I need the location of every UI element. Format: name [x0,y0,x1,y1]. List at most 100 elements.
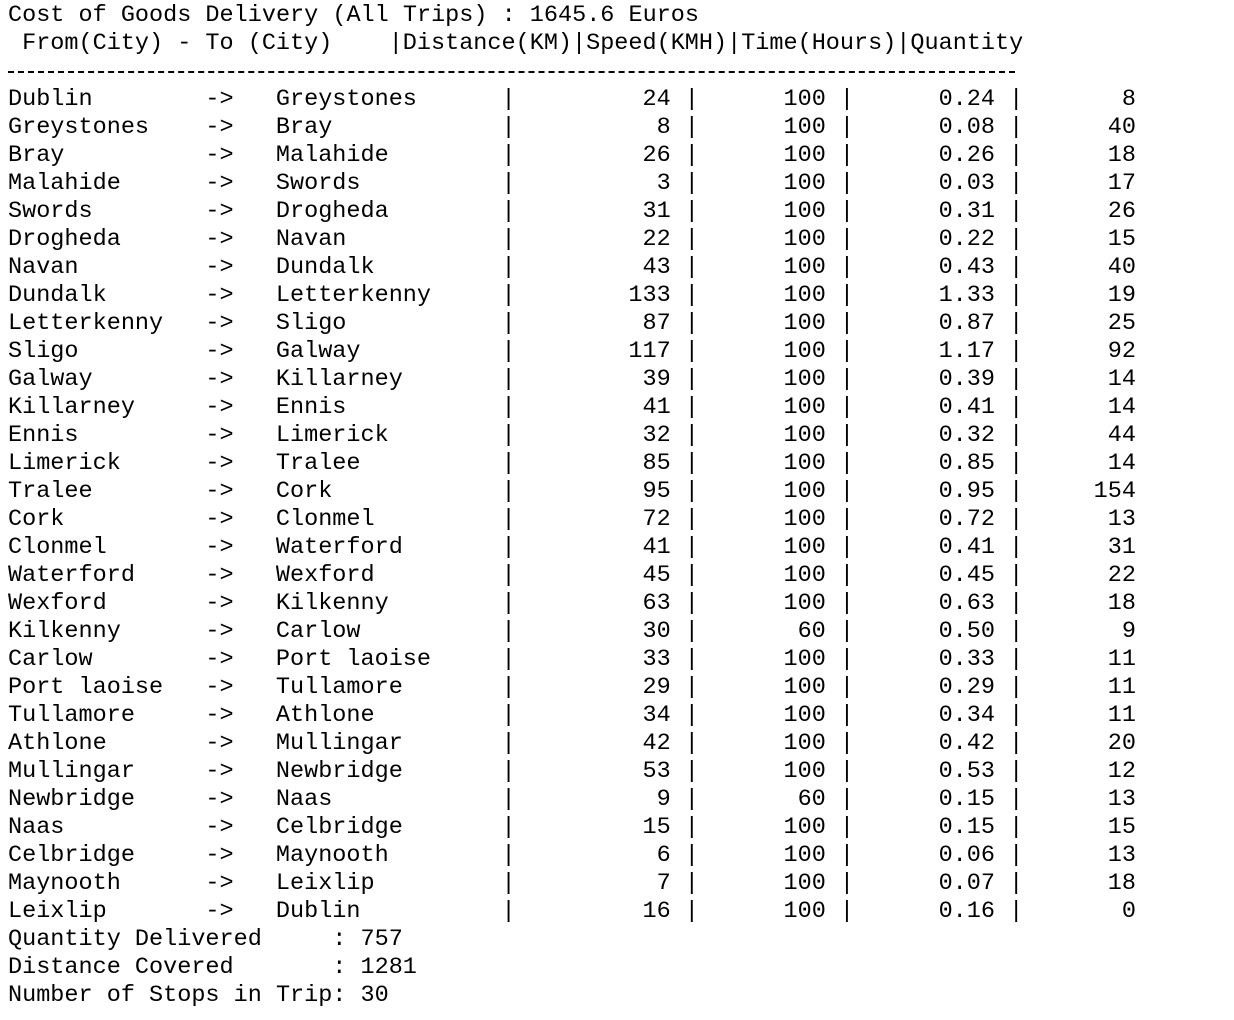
from-city: Dundalk [8,282,107,309]
divider: | [1009,310,1024,337]
separator [8,71,1015,73]
quantity: 15 [1107,814,1136,841]
from-city: Port laoise [8,674,164,701]
speed: 100 [783,254,826,281]
divider: | [684,646,699,673]
to-city: Dundalk [275,254,375,281]
to-city: Killarney [275,366,403,393]
divider: | [501,86,516,113]
time: 0.34 [938,702,995,729]
distance: 3 [656,170,671,197]
speed: 100 [783,702,826,729]
divider: | [839,198,854,225]
divider: | [684,142,699,169]
quantity: 15 [1107,226,1136,253]
quantity: 40 [1107,114,1136,141]
divider: | [501,114,516,141]
from-city: Waterford [8,562,135,589]
divider: | [1009,758,1024,785]
quantity: 18 [1107,142,1136,169]
speed: 100 [783,562,826,589]
divider: | [501,842,516,869]
distance: 85 [642,450,671,477]
from-city: Naas [8,814,65,841]
distance: 16 [642,898,671,925]
from-city: Clonmel [8,534,107,561]
arrow: -> [205,674,234,701]
divider: | [684,842,699,869]
quantity: 14 [1107,366,1136,393]
summary-label: Number of Stops in Trip [8,982,333,1009]
time: 0.08 [938,114,995,141]
title: Cost of Goods Delivery (All Trips) : 164… [8,2,700,29]
divider: | [501,534,516,561]
divider: | [1009,786,1024,813]
quantity: 31 [1107,534,1136,561]
time: 0.95 [938,478,995,505]
to-city: Greystones [275,86,417,113]
divider: | [839,310,854,337]
divider: | [839,86,854,113]
to-city: Limerick [275,422,389,449]
arrow: -> [205,450,234,477]
divider: | [684,422,699,449]
from-city: Swords [8,198,93,225]
column-header: Time(Hours) [741,30,897,57]
quantity: 92 [1107,338,1136,365]
from-city: Mullingar [8,758,135,785]
arrow: -> [205,478,234,505]
distance: 45 [642,562,671,589]
divider: | [1009,674,1024,701]
divider: | [1009,366,1024,393]
from-city: Navan [8,254,79,281]
from-city: Tullamore [8,702,135,729]
arrow: -> [205,394,234,421]
distance: 31 [642,198,671,225]
divider: | [501,898,516,925]
time: 0.53 [938,758,995,785]
divider: | [839,618,854,645]
column-header: Quantity [910,30,1024,57]
divider: | [501,870,516,897]
arrow: -> [205,730,234,757]
time: 0.85 [938,450,995,477]
divider: | [1009,394,1024,421]
from-city: Kilkenny [8,618,121,645]
quantity: 17 [1107,170,1136,197]
quantity: 44 [1107,422,1136,449]
divider: | [1009,282,1024,309]
time: 0.15 [938,814,995,841]
arrow: -> [205,590,234,617]
divider: | [839,366,854,393]
arrow: -> [205,310,234,337]
divider: | [839,842,854,869]
divider: | [501,758,516,785]
speed: 100 [783,646,826,673]
divider: | [839,254,854,281]
divider: | [684,786,699,813]
distance: 26 [642,142,671,169]
arrow: -> [205,562,234,589]
distance: 133 [628,282,671,309]
divider: | [839,142,854,169]
to-city: Malahide [275,142,389,169]
from-city: Maynooth [8,870,121,897]
time: 0.03 [938,170,995,197]
divider: | [501,254,516,281]
arrow: -> [205,786,234,813]
divider: | [684,366,699,393]
to-city: Carlow [275,618,361,645]
time: 0.07 [938,870,995,897]
divider: | [1009,226,1024,253]
quantity: 18 [1107,590,1136,617]
to-city: Mullingar [275,730,403,757]
summary-label: Distance Covered [8,954,234,981]
distance: 95 [642,478,671,505]
arrow: -> [205,618,234,645]
speed: 100 [783,590,826,617]
divider: | [501,730,516,757]
to-city: Leixlip [275,870,375,897]
quantity: 11 [1107,646,1136,673]
divider: | [501,338,516,365]
